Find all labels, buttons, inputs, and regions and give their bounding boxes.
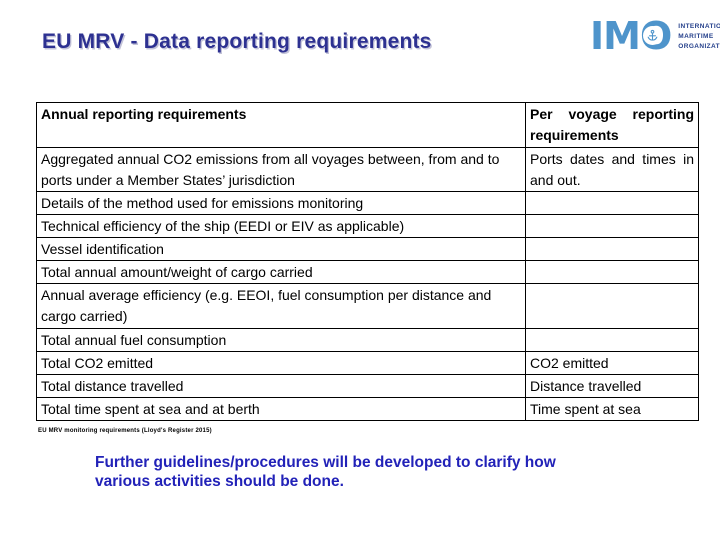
table-row: Vessel identification	[36, 237, 699, 261]
cell-voyage	[525, 191, 699, 215]
cell-annual: Total distance travelled	[36, 374, 526, 398]
cell-annual: Total time spent at sea and at berth	[36, 397, 526, 421]
table-header-row: Annual reporting requirements Per voyage…	[36, 102, 699, 148]
cell-voyage	[525, 328, 699, 352]
cell-annual: Total annual fuel consumption	[36, 328, 526, 352]
cell-annual: Technical efficiency of the ship (EEDI o…	[36, 214, 526, 238]
table-row: Annual average efficiency (e.g. EEOI, fu…	[36, 283, 699, 329]
conclusion-text: Further guidelines/procedures will be de…	[95, 453, 556, 491]
cell-voyage	[525, 283, 699, 329]
table-row: Total time spent at sea and at berth Tim…	[36, 397, 699, 421]
cell-voyage: CO2 emitted	[525, 351, 699, 375]
cell-voyage: Ports dates and times in and out.	[525, 147, 699, 192]
table-row: Aggregated annual CO2 emissions from all…	[36, 147, 699, 192]
cell-voyage: Distance travelled	[525, 374, 699, 398]
source-footnote: EU MRV monitoring requirements (Lloyd's …	[38, 428, 212, 434]
imo-org-name: INTERNATIONAL MARITIME ORGANIZATION	[678, 23, 720, 50]
table-row: Technical efficiency of the ship (EEDI o…	[36, 214, 699, 238]
imo-emblem-o	[643, 26, 662, 45]
header-annual-requirements: Annual reporting requirements	[36, 102, 526, 148]
imo-logo-letters: IMO	[590, 15, 672, 57]
anchor-icon	[647, 29, 658, 41]
header-per-voyage-requirements: Per voyage reporting requirements	[525, 102, 699, 148]
cell-voyage	[525, 260, 699, 284]
cell-voyage	[525, 214, 699, 238]
table-row: Details of the method used for emissions…	[36, 191, 699, 215]
cell-voyage: Time spent at sea	[525, 397, 699, 421]
org-line-3: ORGANIZATION	[678, 42, 720, 50]
cell-annual: Annual average efficiency (e.g. EEOI, fu…	[36, 283, 526, 329]
org-line-1: INTERNATIONAL	[678, 22, 720, 30]
table-row: Total annual fuel consumption	[36, 328, 699, 352]
conclusion-line-1: Further guidelines/procedures will be de…	[95, 454, 556, 471]
cell-voyage	[525, 237, 699, 261]
table-row: Total distance travelled Distance travel…	[36, 374, 699, 398]
imo-logo: IMO INTERNATIONAL MARITIME ORGANIZATION	[590, 15, 720, 57]
requirements-table: Annual reporting requirements Per voyage…	[36, 102, 699, 421]
cell-annual: Total annual amount/weight of cargo carr…	[36, 260, 526, 284]
table-row: Total CO2 emitted CO2 emitted	[36, 351, 699, 375]
cell-annual: Details of the method used for emissions…	[36, 191, 526, 215]
cell-annual: Aggregated annual CO2 emissions from all…	[36, 147, 526, 192]
conclusion-line-2: various activities should be done.	[95, 473, 344, 490]
table-row: Total annual amount/weight of cargo carr…	[36, 260, 699, 284]
org-line-2: MARITIME	[678, 32, 714, 40]
page-title: EU MRV - Data reporting requirements	[42, 30, 432, 53]
cell-annual: Vessel identification	[36, 237, 526, 261]
cell-annual: Total CO2 emitted	[36, 351, 526, 375]
